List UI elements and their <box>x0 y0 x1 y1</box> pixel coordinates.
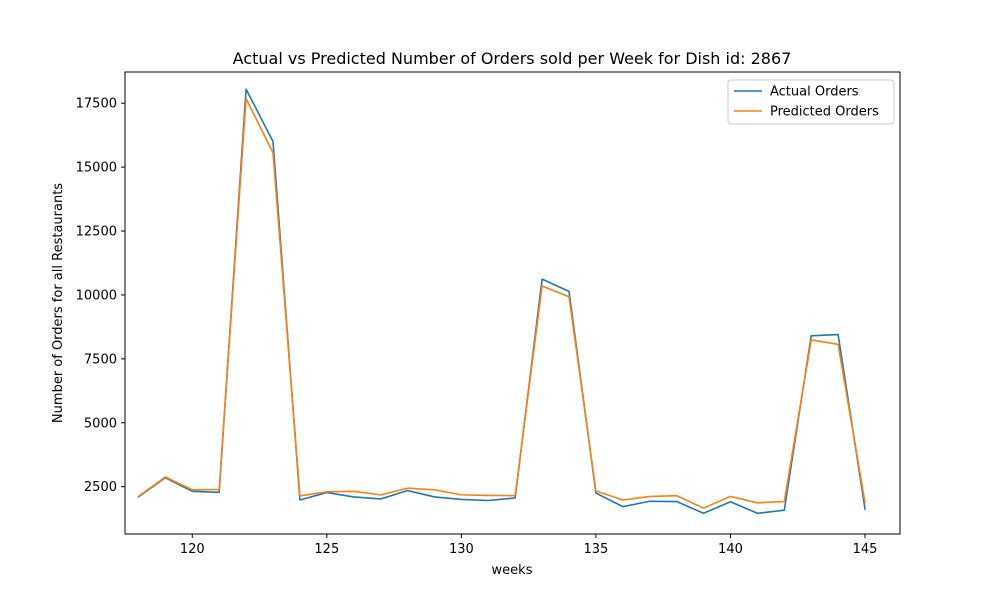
y-axis-label: Number of Orders for all Restaurants <box>51 183 66 423</box>
y-tick-label: 15000 <box>76 161 117 176</box>
chart-title: Actual vs Predicted Number of Orders sol… <box>233 49 792 68</box>
y-axis: 2500 5000 7500 10000 12500 15000 17500 <box>76 97 125 495</box>
x-tick-label: 120 <box>180 542 205 557</box>
y-tick-label: 10000 <box>76 288 117 303</box>
legend-box <box>727 79 895 125</box>
x-axis-label: weeks <box>492 563 533 578</box>
legend-label: Predicted Orders <box>770 105 879 120</box>
x-axis: 120 125 130 135 140 145 <box>180 534 878 557</box>
x-tick-label: 130 <box>449 542 474 557</box>
y-tick-label: 12500 <box>76 225 117 240</box>
y-tick-label: 5000 <box>84 416 117 431</box>
y-tick-label: 2500 <box>84 480 117 495</box>
series-lines <box>137 88 866 515</box>
legend-label: Actual Orders <box>770 85 859 100</box>
y-tick-label: 7500 <box>84 352 117 367</box>
series-line-predicted-orders <box>137 97 866 509</box>
series-line-actual-orders <box>137 88 866 515</box>
x-tick-label: 145 <box>853 542 878 557</box>
y-tick-label: 17500 <box>76 97 117 112</box>
x-tick-label: 140 <box>718 542 743 557</box>
x-tick-label: 125 <box>314 542 339 557</box>
legend: Actual Orders Predicted Orders <box>727 79 895 125</box>
plot-frame <box>124 71 901 535</box>
x-tick-label: 135 <box>584 542 609 557</box>
